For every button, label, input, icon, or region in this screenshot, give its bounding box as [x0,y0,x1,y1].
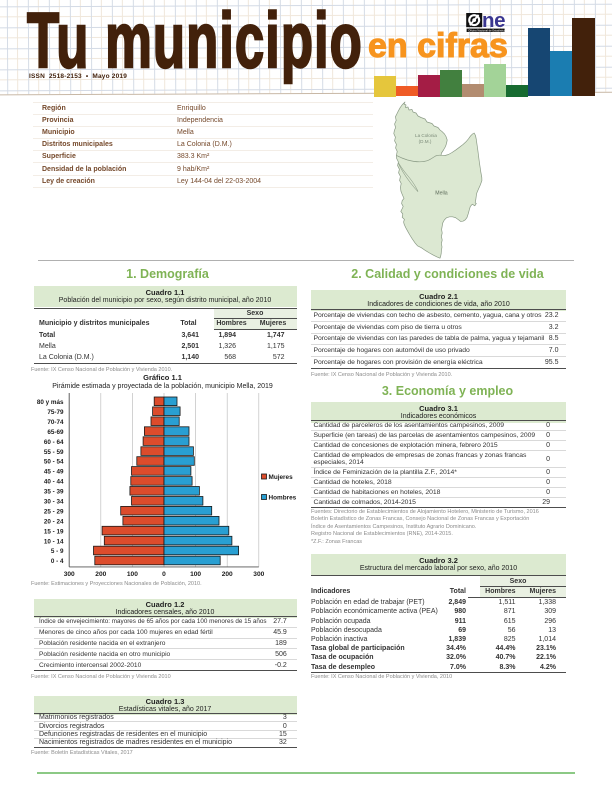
svg-text:35 - 39: 35 - 39 [44,489,64,496]
svg-text:300: 300 [253,571,264,578]
svg-text:15 - 19: 15 - 19 [44,528,64,535]
svg-text:ne: ne [482,13,505,32]
svg-text:70-74: 70-74 [47,419,64,426]
svg-text:55 - 59: 55 - 59 [44,449,64,456]
svg-text:0: 0 [162,571,166,578]
svg-text:Hombres: Hombres [269,495,297,502]
svg-text:75-79: 75-79 [47,409,64,416]
svg-text:50 - 54: 50 - 54 [44,459,64,466]
svg-text:25 - 29: 25 - 29 [44,508,64,515]
svg-text:60 - 64: 60 - 64 [44,439,64,446]
svg-text:40 - 44: 40 - 44 [44,479,64,486]
svg-text:30 - 34: 30 - 34 [44,499,64,506]
svg-text:5 - 9: 5 - 9 [51,548,64,555]
svg-text:300: 300 [64,571,75,578]
svg-text:20 - 24: 20 - 24 [44,518,64,525]
svg-text:La Colonia: La Colonia [415,133,437,138]
svg-text:200: 200 [95,571,106,578]
svg-text:65-69: 65-69 [47,429,64,436]
svg-text:200: 200 [222,571,233,578]
svg-text:100: 100 [127,571,138,578]
svg-text:0 - 4: 0 - 4 [51,558,64,565]
svg-text:80 y más: 80 y más [37,399,64,406]
svg-text:100: 100 [190,571,201,578]
svg-text:Mujeres: Mujeres [269,474,294,481]
svg-text:Oficina Nacional de Estadístic: Oficina Nacional de Estadística [468,28,506,32]
svg-text:10 - 14: 10 - 14 [44,538,64,545]
svg-text:(D.M.): (D.M.) [419,139,432,144]
svg-text:Mella: Mella [435,191,448,197]
svg-text:45 - 49: 45 - 49 [44,469,64,476]
